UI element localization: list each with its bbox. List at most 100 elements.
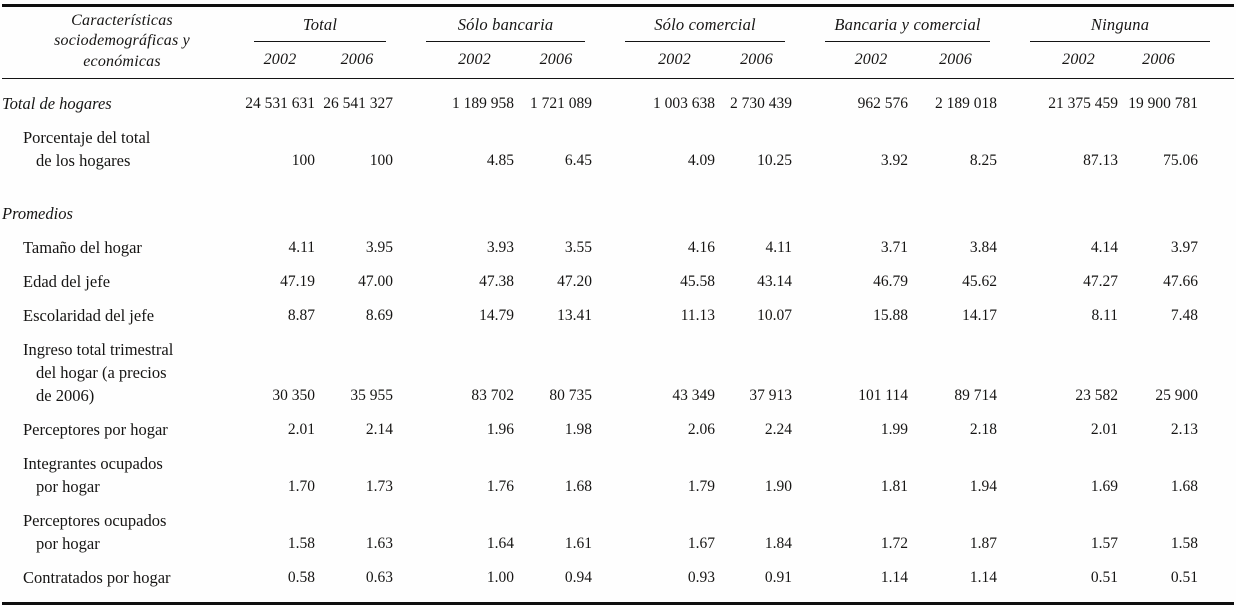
table-body: Total de hogares 24 531 631 26 541 327 1 18… (2, 79, 1234, 604)
value-cell: 47.66 (1163, 273, 1199, 291)
value-cell: 46.79 (873, 273, 909, 291)
value-cell: 37 913 (749, 387, 793, 405)
value-cell: 0.51 (1090, 569, 1119, 587)
value-cell (795, 178, 911, 231)
household-characteristics-table: Características sociodemográficas y econ… (2, 4, 1235, 606)
value-cell: 1.64 (486, 535, 514, 553)
value-cell: 43 349 (672, 387, 716, 405)
value-cell: 1.69 (1090, 478, 1119, 496)
value-cell: 3.84 (969, 239, 998, 257)
value-cell: 1.94 (969, 478, 998, 496)
value-cell: 0.63 (365, 569, 393, 587)
value-cell: 19 900 781 (1128, 95, 1199, 113)
group-label-ninguna: Ninguna (1030, 15, 1211, 42)
row-label: Promedios (2, 204, 73, 224)
value-cell: 25 900 (1155, 387, 1199, 405)
group-label-bancaria-y-comercial: Bancaria y comercial (825, 15, 991, 42)
value-cell: 1.68 (564, 478, 593, 496)
value-cell: 10.25 (757, 152, 793, 170)
value-cell: 13.41 (557, 307, 593, 325)
row-label: Integrantes ocupados por hogar (23, 454, 163, 497)
row-label: Ingreso total trimestral del hogar (a pr… (23, 340, 174, 406)
value-cell: 2.01 (287, 421, 315, 439)
value-cell: 100 (369, 152, 393, 170)
value-cell: 1.14 (880, 569, 909, 587)
value-cell (242, 178, 318, 231)
value-cell: 100 (291, 152, 315, 170)
value-cell: 4.11 (765, 239, 793, 257)
row-label: Edad del jefe (23, 272, 111, 292)
table-row: Edad del jefe 47.19 47.00 47.38 47.20 45.58 43… (2, 265, 1234, 299)
row-label: Contratados por hogar (23, 568, 171, 588)
year-header-ninguna-2002: 2002 (1000, 43, 1122, 80)
value-cell: 1.68 (1170, 478, 1199, 496)
value-cell: 2 189 018 (935, 95, 998, 113)
year-header-solo-comercial-2006: 2006 (718, 43, 796, 80)
value-cell: 8.25 (969, 152, 998, 170)
row-label: Perceptores ocupados por hogar (23, 511, 167, 554)
row-label: Escolaridad del jefe (23, 306, 155, 326)
group-header-total: Total (242, 6, 396, 44)
group-header-solo-comercial: Sólo comercial (595, 6, 795, 44)
group-header-ninguna: Ninguna (1000, 6, 1234, 44)
value-cell: 1.98 (564, 421, 593, 439)
value-cell: 1.99 (880, 421, 909, 439)
value-cell: 4.11 (288, 239, 315, 257)
table-row: Escolaridad del jefe 8.87 8.69 14.79 13.41 11… (2, 299, 1234, 333)
value-cell: 1.00 (486, 569, 514, 587)
value-cell: 14.17 (962, 307, 998, 325)
year-header-total-2002: 2002 (242, 43, 318, 80)
year-header-solo-bancaria-2002: 2002 (396, 43, 517, 80)
group-header-bancaria-y-comercial: Bancaria y comercial (795, 6, 1000, 44)
value-cell: 1.81 (880, 478, 909, 496)
table-row: Total de hogares 24 531 631 26 541 327 1 18… (2, 79, 1234, 122)
value-cell: 1.72 (880, 535, 909, 553)
value-cell: 26 541 327 (323, 95, 393, 113)
value-cell: 3.95 (365, 239, 393, 257)
value-cell: 0.93 (687, 569, 716, 587)
value-cell: 0.94 (564, 569, 593, 587)
value-cell: 0.51 (1170, 569, 1199, 587)
value-cell: 1 189 958 (452, 95, 514, 113)
row-label: Porcentaje del total de los hogares (23, 128, 151, 171)
table-header: Características sociodemográficas y econ… (2, 5, 1235, 80)
value-cell: 1.57 (1090, 535, 1119, 553)
row-label: Perceptores por hogar (23, 420, 168, 440)
value-cell: 24 531 631 (245, 95, 315, 113)
value-cell: 47.19 (280, 273, 315, 291)
year-header-bancaria-y-comercial-2006: 2006 (911, 43, 1001, 80)
value-cell: 8.87 (287, 307, 315, 325)
group-header-solo-bancaria: Sólo bancaria (396, 6, 595, 44)
value-cell (595, 178, 718, 231)
value-cell (396, 178, 517, 231)
year-header-solo-bancaria-2006: 2006 (517, 43, 596, 80)
value-cell (517, 178, 595, 231)
value-cell: 35 955 (350, 387, 393, 405)
value-cell: 43.14 (757, 273, 793, 291)
table-row: Contratados por hogar 0.58 0.63 1.00 0.94 0.9… (2, 561, 1234, 604)
table-row: Integrantes ocupados por hogar 1.70 1.73 1.… (2, 447, 1234, 504)
value-cell: 10.07 (757, 307, 793, 325)
value-cell: 15.88 (873, 307, 909, 325)
value-cell: 2.24 (764, 421, 793, 439)
value-cell: 3.71 (880, 239, 909, 257)
group-header-row: Características sociodemográficas y econ… (2, 5, 1234, 80)
table-row: Perceptores ocupados por hogar 1.58 1.63 1.… (2, 504, 1234, 561)
value-cell: 47.38 (479, 273, 514, 291)
value-cell: 4.09 (687, 152, 716, 170)
value-cell (1121, 178, 1234, 231)
table-row: Porcentaje del total de los hogares 100 10… (2, 121, 1234, 178)
value-cell: 1.79 (687, 478, 716, 496)
year-header-ninguna-2006: 2006 (1121, 43, 1235, 80)
value-cell: 1.61 (564, 535, 593, 553)
value-cell: 0.58 (287, 569, 315, 587)
value-cell (911, 178, 1000, 231)
value-cell: 1.96 (486, 421, 514, 439)
value-cell: 3.97 (1170, 239, 1199, 257)
value-cell: 4.16 (687, 239, 716, 257)
value-cell: 7.48 (1170, 307, 1199, 325)
value-cell: 2.06 (687, 421, 716, 439)
group-label-solo-bancaria: Sólo bancaria (426, 15, 586, 42)
value-cell: 1 003 638 (653, 95, 716, 113)
value-cell: 1.58 (1170, 535, 1199, 553)
